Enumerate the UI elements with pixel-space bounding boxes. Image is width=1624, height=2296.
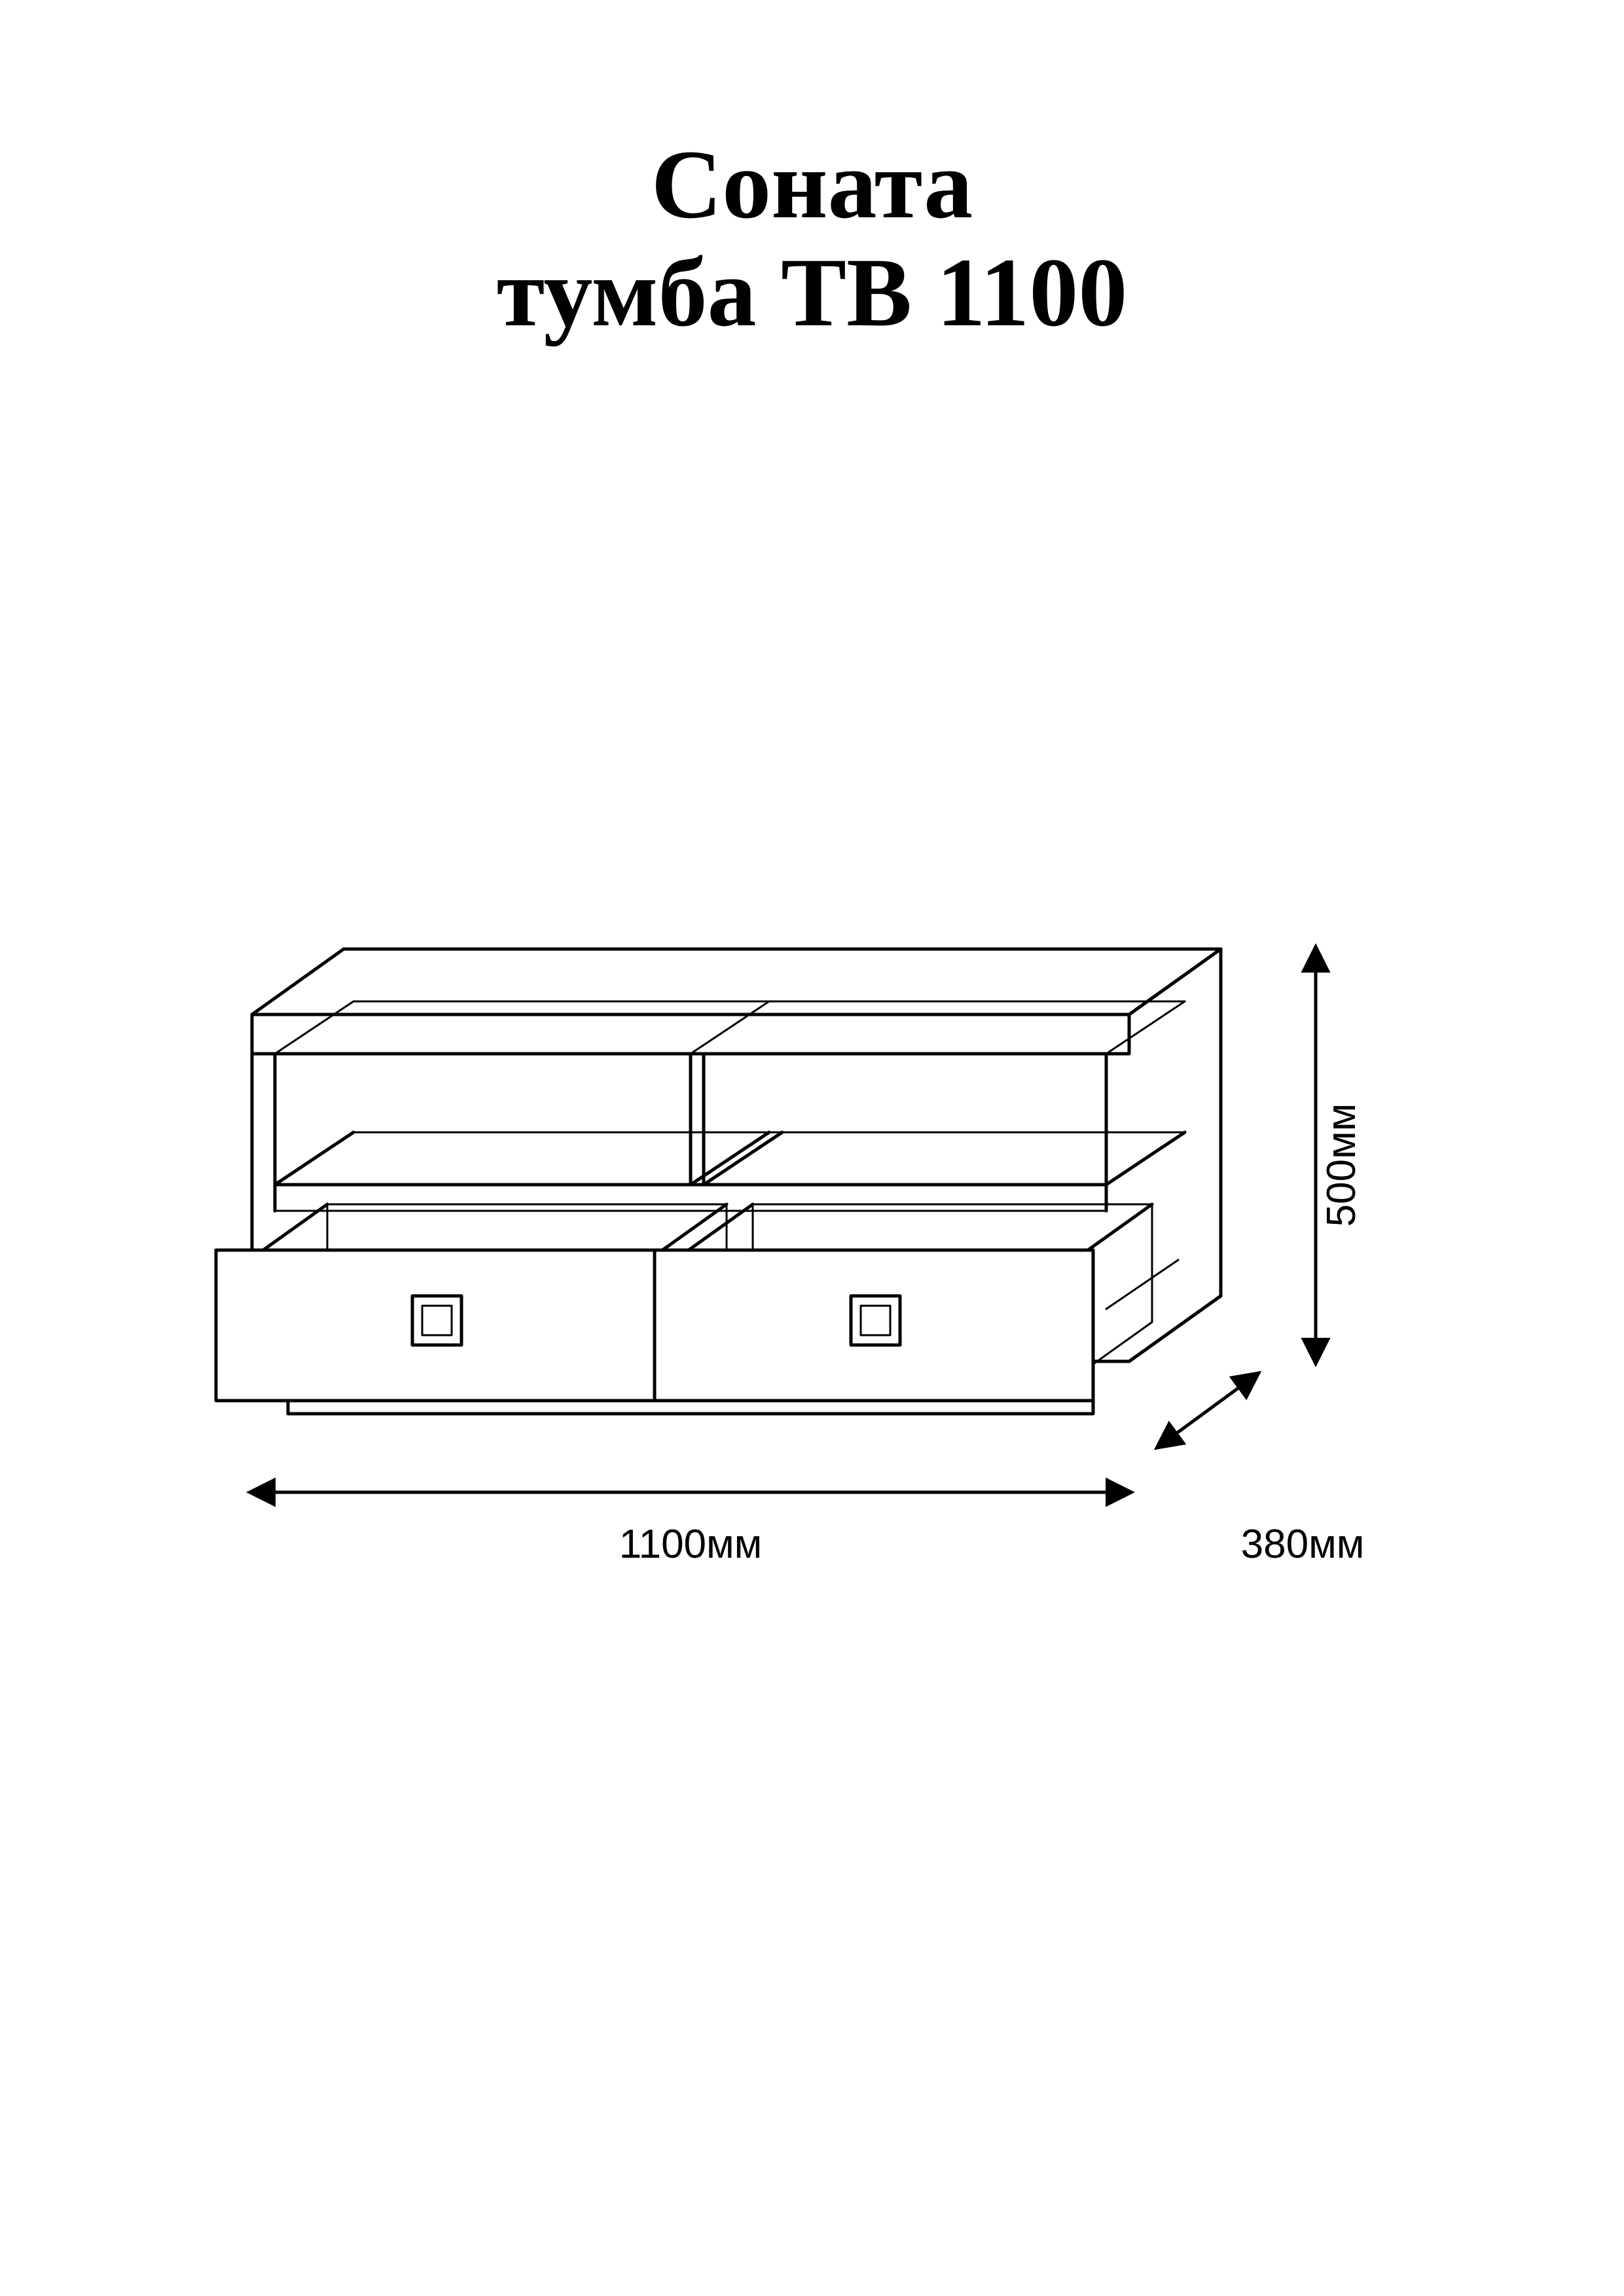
dimension-width-label: 1100мм [619,1522,763,1567]
cabinet-drawing [216,949,1221,1414]
product-title: Соната тумба ТВ 1100 [0,131,1624,347]
dimension-depth-label: 380мм [1241,1522,1365,1567]
dimension-lines [252,949,1316,1492]
title-line-2: тумба ТВ 1100 [0,239,1624,347]
page: Соната тумба ТВ 1100 [0,0,1624,2296]
title-line-1: Соната [0,131,1624,239]
furniture-diagram: 1100мм 380мм 500мм [157,903,1499,1754]
dimension-height-label: 500мм [1319,1103,1364,1227]
